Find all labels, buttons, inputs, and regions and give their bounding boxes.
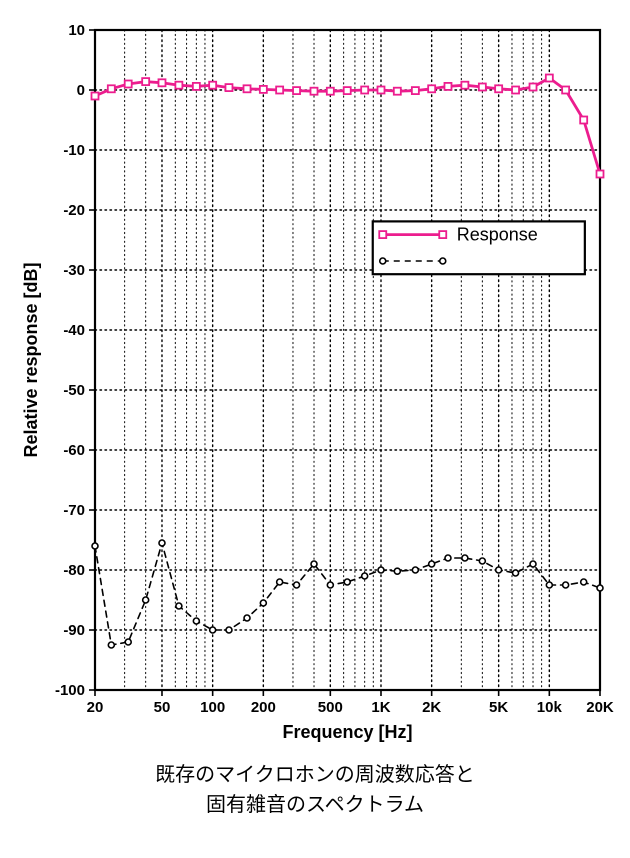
frequency-response-chart: 20501002005001K2K5K10k20KFrequency [Hz]1… [0,0,630,760]
svg-text:-50: -50 [63,382,85,399]
svg-text:-90: -90 [63,622,85,639]
svg-text:-20: -20 [63,202,85,219]
svg-text:-70: -70 [63,502,85,519]
svg-text:10: 10 [68,22,85,39]
svg-text:Response: Response [457,225,538,245]
svg-text:5K: 5K [489,699,508,716]
svg-text:2K: 2K [422,699,441,716]
svg-text:-60: -60 [63,442,85,459]
svg-text:-30: -30 [63,262,85,279]
svg-text:20: 20 [87,699,104,716]
svg-text:10k: 10k [537,699,563,716]
svg-text:500: 500 [318,699,343,716]
caption-line-2: 固有雑音のスペクトラム [0,790,630,820]
svg-text:100: 100 [200,699,225,716]
svg-text:0: 0 [77,82,85,99]
svg-text:Frequency [Hz]: Frequency [Hz] [282,722,412,742]
svg-text:-40: -40 [63,322,85,339]
svg-text:-80: -80 [63,562,85,579]
svg-text:Relative response [dB]: Relative response [dB] [21,262,41,457]
figure-caption: 既存のマイクロホンの周波数応答と 固有雑音のスペクトラム [0,760,630,820]
svg-text:20K: 20K [586,699,614,716]
svg-text:50: 50 [154,699,171,716]
caption-line-1: 既存のマイクロホンの周波数応答と [0,760,630,790]
svg-text:200: 200 [251,699,276,716]
svg-text:-10: -10 [63,142,85,159]
svg-text:1K: 1K [371,699,390,716]
svg-text:-100: -100 [55,682,85,699]
page: 20501002005001K2K5K10k20KFrequency [Hz]1… [0,0,630,858]
